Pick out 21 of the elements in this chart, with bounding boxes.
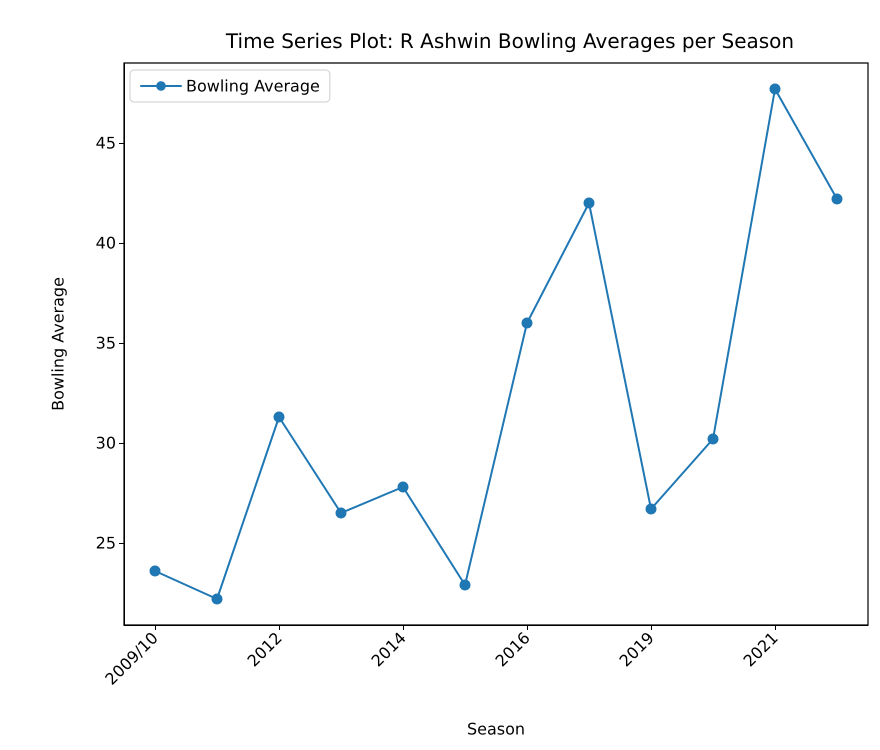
point bbox=[274, 412, 284, 422]
point bbox=[646, 504, 656, 514]
legend-label: Bowling Average bbox=[186, 76, 320, 96]
point bbox=[212, 594, 222, 604]
point bbox=[336, 508, 346, 518]
y-tick-label: 45 bbox=[96, 134, 116, 152]
y-tick-label: 25 bbox=[96, 534, 116, 552]
x-axis-title: Season bbox=[466, 720, 526, 738]
point bbox=[522, 318, 532, 328]
chart-title: Time Series Plot: R Ashwin Bowling Averages per Season bbox=[224, 29, 794, 53]
point bbox=[770, 84, 780, 94]
y-tick-label: 40 bbox=[96, 234, 116, 252]
y-tick-label: 30 bbox=[96, 434, 116, 452]
y-tick-label: 35 bbox=[96, 334, 116, 352]
y-axis-title: Bowling Average bbox=[48, 277, 68, 411]
point bbox=[832, 194, 842, 204]
point bbox=[708, 434, 718, 444]
point bbox=[398, 482, 408, 492]
point bbox=[584, 198, 594, 208]
point bbox=[460, 580, 470, 590]
point bbox=[150, 566, 160, 576]
